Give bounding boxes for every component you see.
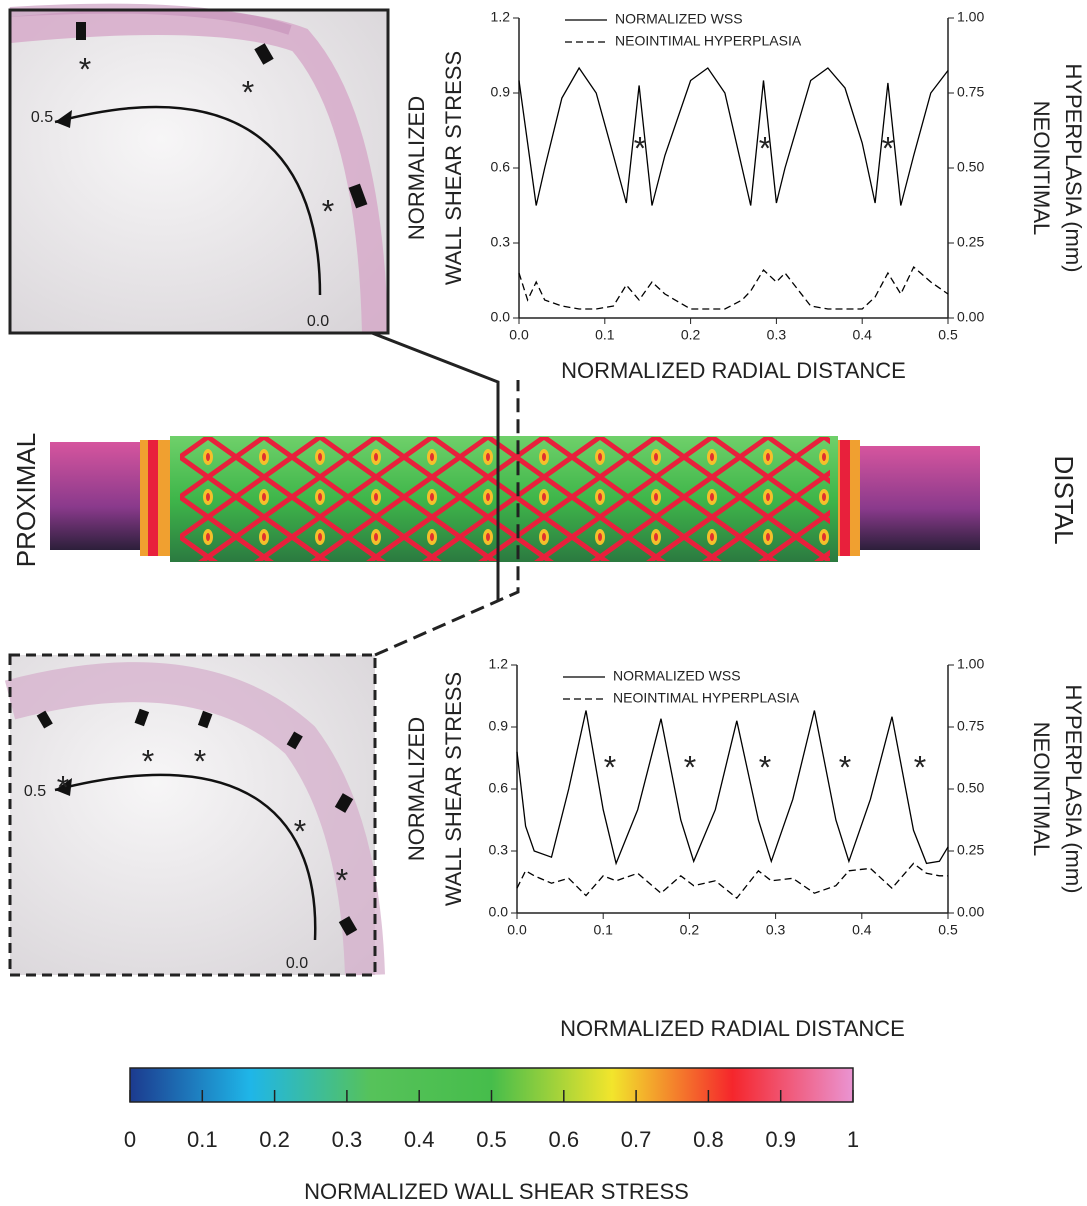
y-tick-label: 0.0 (489, 904, 509, 920)
x-tick-label: 0.4 (852, 327, 872, 343)
annotation: * (684, 749, 696, 785)
colorbar-tick-label: 0.1 (187, 1127, 218, 1152)
y-tick-label: 1.2 (489, 656, 509, 672)
y2-tick-label: 0.75 (957, 84, 984, 100)
x-axis-label: NORMALIZED RADIAL DISTANCE (560, 1016, 905, 1041)
y-tick-label: 0.3 (491, 234, 511, 250)
histology-bottom (4, 653, 385, 977)
x-tick-label: 0.2 (680, 922, 700, 938)
y2-tick-label: 0.25 (957, 842, 984, 858)
series-line (516, 710, 949, 866)
colorbar-title: NORMALIZED WALL SHEAR STRESS (304, 1179, 689, 1204)
y2-tick-label: 0.75 (957, 718, 984, 734)
x-tick-label: 0.0 (509, 327, 529, 343)
image-marker: * (322, 193, 334, 229)
x-tick-label: 0.1 (593, 922, 613, 938)
annotation: * (759, 749, 771, 785)
y2-axis-label: NEOINTIMAL (1029, 101, 1054, 235)
x-tick-label: 0.4 (852, 922, 872, 938)
legend-label: NORMALIZED WSS (613, 668, 741, 684)
y2-tick-label: 0.00 (957, 309, 984, 325)
y2-axis-label: HYPERPLASIA (mm) (1061, 684, 1086, 893)
image-label: 0.5 (31, 109, 53, 126)
y-tick-label: 0.3 (489, 842, 509, 858)
series-line (518, 66, 949, 206)
y-axis-label: NORMALIZED (404, 717, 429, 861)
y-axis-label: WALL SHEAR STRESS (441, 672, 466, 906)
y-tick-label: 0.6 (491, 159, 511, 175)
annotation: * (604, 749, 616, 785)
image-marker: * (242, 74, 254, 110)
legend-label: NEOINTIMAL HYPERPLASIA (615, 33, 802, 49)
x-tick-label: 0.2 (681, 327, 701, 343)
y-tick-label: 0.9 (491, 84, 511, 100)
annotation: * (759, 130, 771, 166)
y2-tick-label: 0.00 (957, 904, 984, 920)
legend-label: NORMALIZED WSS (615, 11, 743, 27)
y-tick-label: 1.2 (491, 9, 511, 25)
colorbar-tick-label: 0.7 (621, 1127, 652, 1152)
image-marker: * (79, 51, 91, 87)
y2-axis-label: HYPERPLASIA (mm) (1061, 63, 1086, 272)
y2-tick-label: 1.00 (957, 656, 984, 672)
colorbar-tick-label: 0.5 (476, 1127, 507, 1152)
y-axis-label: NORMALIZED (404, 96, 429, 240)
x-tick-label: 0.5 (938, 922, 958, 938)
annotation: * (882, 130, 894, 166)
series-line (516, 862, 948, 900)
colorbar-tick-label: 0.8 (693, 1127, 724, 1152)
annotation: * (839, 749, 851, 785)
image-marker: * (294, 813, 306, 849)
y-tick-label: 0.9 (489, 718, 509, 734)
y2-tick-label: 0.25 (957, 234, 984, 250)
x-tick-label: 0.0 (507, 922, 527, 938)
colorbar-tick-label: 0.2 (259, 1127, 290, 1152)
proximal-label: PROXIMAL (11, 433, 41, 567)
y2-tick-label: 0.50 (957, 780, 984, 796)
colorbar-tick-label: 0.3 (332, 1127, 363, 1152)
annotation: * (634, 130, 646, 166)
series-line (518, 265, 949, 310)
x-tick-label: 0.1 (595, 327, 615, 343)
y2-tick-label: 1.00 (957, 9, 984, 25)
legend-label: NEOINTIMAL HYPERPLASIA (613, 690, 800, 706)
connector (371, 331, 500, 600)
x-tick-label: 0.5 (938, 327, 958, 343)
histology-top (8, 3, 390, 335)
colorbar-tick-label: 0.9 (765, 1127, 796, 1152)
x-tick-label: 0.3 (766, 922, 786, 938)
annotation: * (914, 749, 926, 785)
image-label: 0.5 (24, 783, 46, 800)
image-label: 0.0 (307, 313, 329, 330)
colorbar-tick-label: 0.4 (404, 1127, 435, 1152)
colorbar-tick-label: 1 (847, 1127, 859, 1152)
colorbar-tick-label: 0.6 (549, 1127, 580, 1152)
distal-label: DISTAL (1049, 455, 1079, 544)
stent (50, 436, 980, 562)
image-marker: * (142, 743, 154, 779)
y-tick-label: 0.0 (491, 309, 511, 325)
image-marker: * (336, 862, 348, 898)
y2-axis-label: NEOINTIMAL (1029, 722, 1054, 856)
x-axis-label: NORMALIZED RADIAL DISTANCE (561, 358, 906, 383)
y-tick-label: 0.6 (489, 780, 509, 796)
image-marker: * (194, 743, 206, 779)
image-marker: * (57, 769, 69, 805)
image-label: 0.0 (286, 955, 308, 972)
connector (374, 380, 520, 657)
y-axis-label: WALL SHEAR STRESS (441, 51, 466, 285)
colorbar-tick-label: 0 (124, 1127, 136, 1152)
y2-tick-label: 0.50 (957, 159, 984, 175)
x-tick-label: 0.3 (767, 327, 787, 343)
